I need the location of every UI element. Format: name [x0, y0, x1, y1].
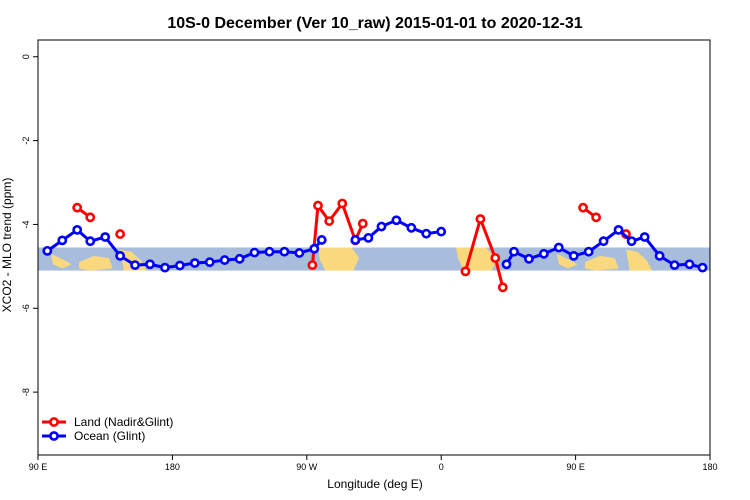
land-patch-java-2: [584, 255, 619, 271]
data-point: [279, 246, 290, 257]
legend-label: Land (Nadir&Glint): [74, 415, 173, 429]
data-point: [337, 198, 348, 209]
data-point: [697, 262, 708, 273]
data-point: [72, 224, 83, 235]
chart-title: 10S-0 December (Ver 10_raw) 2015-01-01 t…: [167, 15, 582, 32]
data-point: [219, 255, 230, 265]
data-point: [553, 242, 564, 253]
data-point: [583, 246, 594, 257]
data-point: [654, 250, 665, 261]
data-point: [436, 226, 447, 237]
data-point: [497, 282, 508, 293]
legend-marker: [49, 417, 59, 427]
data-point: [85, 212, 96, 223]
data-point: [145, 259, 155, 270]
data-point: [316, 235, 327, 245]
data-point: [684, 259, 695, 270]
data-point: [538, 248, 549, 259]
data-point: [578, 202, 588, 213]
x-tick-label: 180: [702, 462, 717, 472]
y-axis: 0 -2 -4 -6 -8: [21, 54, 38, 396]
data-point: [475, 214, 486, 224]
data-point: [509, 246, 519, 257]
series-ocean: [42, 215, 708, 273]
x-axis: 90 E 180 90 W 0 90 E 180: [29, 455, 718, 472]
data-point: [130, 260, 140, 271]
land-patch-south-america: [318, 247, 360, 271]
data-point: [524, 253, 534, 264]
land-patch-sumatra: [51, 253, 72, 269]
data-point: [591, 212, 602, 223]
y-tick-label: -4: [21, 220, 31, 228]
series-land: [72, 198, 631, 293]
y-axis-label: XCO2 - MLO trend (ppm): [0, 178, 14, 313]
data-point: [160, 262, 170, 273]
data-point: [115, 250, 126, 261]
data-point: [639, 232, 650, 242]
series-layer: [42, 198, 708, 293]
data-point: [294, 248, 305, 258]
y-tick-label: -2: [21, 137, 31, 145]
data-point: [309, 243, 320, 254]
x-axis-label: Longitude (deg E): [327, 477, 422, 491]
data-point: [42, 245, 53, 256]
data-point: [72, 202, 83, 213]
y-tick-label: 0: [21, 54, 31, 59]
data-point: [490, 253, 501, 263]
data-point: [100, 232, 111, 242]
legend-label: Ocean (Glint): [74, 429, 145, 443]
data-point: [421, 228, 432, 239]
data-point: [350, 235, 361, 245]
legend: Land (Nadir&Glint)Ocean (Glint): [42, 415, 173, 443]
y-tick-label: -8: [21, 388, 31, 396]
data-point: [313, 200, 323, 211]
legend-marker: [49, 431, 59, 441]
land-patch-java: [79, 255, 113, 271]
data-point: [249, 247, 260, 258]
data-point: [669, 260, 680, 271]
data-point: [568, 250, 579, 261]
data-point: [363, 232, 374, 243]
data-point: [460, 266, 471, 277]
y-tick-label: -6: [21, 304, 31, 312]
land-patch-guinea-2: [626, 249, 653, 271]
data-point: [174, 260, 185, 271]
land-patch-sumatra-2: [556, 253, 578, 269]
data-point: [613, 224, 624, 235]
data-point: [324, 216, 335, 226]
data-point: [85, 236, 96, 247]
data-point: [501, 259, 512, 270]
series-line: [464, 217, 505, 288]
data-point: [598, 236, 609, 247]
data-point: [376, 221, 387, 232]
x-tick-label: 180: [165, 462, 180, 472]
x-tick-label: 0: [439, 462, 444, 472]
data-point: [57, 235, 68, 246]
x-tick-label: 90 W: [296, 462, 318, 472]
data-point: [307, 260, 318, 271]
x-tick-label: 90 E: [29, 462, 48, 472]
data-point: [115, 229, 126, 239]
data-point: [626, 236, 637, 247]
data-point: [189, 258, 200, 268]
data-point: [357, 218, 368, 229]
data-point: [406, 222, 417, 233]
data-point: [234, 253, 245, 264]
plot-frame: [37, 39, 711, 456]
x-tick-label: 90 E: [566, 462, 585, 472]
data-point: [204, 257, 215, 268]
data-point: [264, 246, 275, 257]
data-point: [391, 215, 402, 226]
